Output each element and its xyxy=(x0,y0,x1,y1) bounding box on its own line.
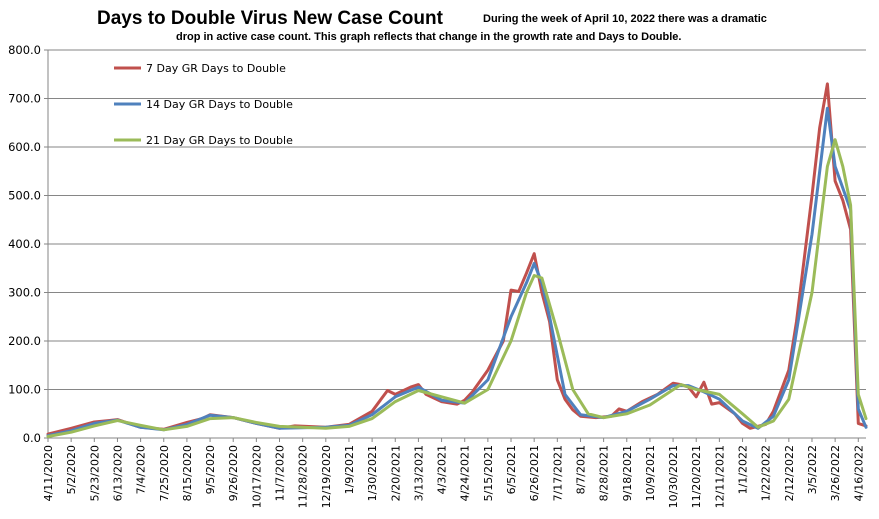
x-tick-label: 9/26/2020 xyxy=(227,445,240,501)
legend-label-2: 14 Day GR Days to Double xyxy=(146,98,293,111)
y-axis-ticks: 0.0 100.0 200.0 300.0 400.0 500.0 600.0 700.0 80… xyxy=(8,43,48,445)
x-tick-label: 5/23/2020 xyxy=(88,445,101,501)
x-tick-label: 2/20/2021 xyxy=(389,445,402,501)
x-tick-label: 8/28/2021 xyxy=(598,445,611,501)
legend-label-3: 21 Day GR Days to Double xyxy=(146,134,293,147)
x-tick-label: 8/15/2020 xyxy=(181,445,194,501)
x-tick-label: 9/18/2021 xyxy=(621,445,634,501)
x-tick-label: 6/26/2021 xyxy=(528,445,541,501)
legend-label-1: 7 Day GR Days to Double xyxy=(146,62,286,75)
x-tick-label: 3/5/2022 xyxy=(806,445,819,494)
x-tick-label: 3/26/2022 xyxy=(829,445,842,501)
x-tick-label: 12/11/2021 xyxy=(713,445,726,508)
x-tick-label: 9/5/2020 xyxy=(204,445,217,494)
series-line-3 xyxy=(46,138,868,438)
x-tick-label: 10/9/2021 xyxy=(644,445,657,501)
legend: 7 Day GR Days to Double 14 Day GR Days to… xyxy=(114,62,293,147)
x-tick-label: 4/11/2020 xyxy=(42,445,55,501)
x-tick-label: 7/17/2021 xyxy=(551,445,564,501)
x-tick-label: 3/13/2021 xyxy=(412,445,425,501)
y-tick-label: 600.0 xyxy=(8,140,41,154)
x-axis-ticks: 4/11/2020 5/2/2020 5/23/2020 6/13/2020 7/4/2… xyxy=(42,438,865,508)
axes xyxy=(47,50,866,439)
x-tick-label: 10/17/2020 xyxy=(250,445,263,508)
y-tick-label: 700.0 xyxy=(8,92,41,106)
chart-subtitle-line2: drop in active case count. This graph re… xyxy=(176,31,681,43)
x-tick-label: 6/13/2020 xyxy=(111,445,124,501)
x-tick-label: 7/25/2020 xyxy=(158,445,171,501)
x-tick-label: 5/15/2021 xyxy=(482,445,495,501)
y-tick-label: 500.0 xyxy=(8,189,41,203)
chart-subtitle-line1: During the week of April 10, 2022 there … xyxy=(483,13,767,25)
y-tick-label: 400.0 xyxy=(8,237,41,251)
x-tick-label: 4/3/2021 xyxy=(436,445,449,494)
x-tick-label: 1/1/2022 xyxy=(737,445,750,494)
x-tick-label: 11/28/2020 xyxy=(297,445,310,508)
x-tick-label: 7/4/2020 xyxy=(135,445,148,494)
x-tick-label: 4/16/2022 xyxy=(852,445,865,501)
x-tick-label: 1/22/2022 xyxy=(760,445,773,501)
x-tick-label: 8/7/2021 xyxy=(574,445,587,494)
x-tick-label: 10/30/2021 xyxy=(667,445,680,508)
y-tick-label: 200.0 xyxy=(8,334,41,348)
chart-title: Days to Double Virus New Case Count xyxy=(97,8,444,29)
x-tick-label: 1/9/2021 xyxy=(343,445,356,494)
x-tick-label: 5/2/2020 xyxy=(65,445,78,494)
x-tick-label: 6/5/2021 xyxy=(505,445,518,494)
x-tick-label: 4/24/2021 xyxy=(459,445,472,501)
y-tick-label: 300.0 xyxy=(8,286,41,300)
x-tick-label: 12/19/2020 xyxy=(320,445,333,508)
y-tick-label: 0.0 xyxy=(23,431,41,445)
series-line-2 xyxy=(46,106,868,438)
x-tick-label: 11/7/2020 xyxy=(274,445,287,501)
x-tick-label: 11/20/2021 xyxy=(690,445,703,508)
grid-lines xyxy=(48,49,866,390)
x-tick-label: 2/12/2022 xyxy=(783,445,796,501)
series-lines xyxy=(46,82,868,438)
y-tick-label: 100.0 xyxy=(8,383,41,397)
x-tick-label: 1/30/2021 xyxy=(366,445,379,501)
y-tick-label: 800.0 xyxy=(8,43,41,57)
